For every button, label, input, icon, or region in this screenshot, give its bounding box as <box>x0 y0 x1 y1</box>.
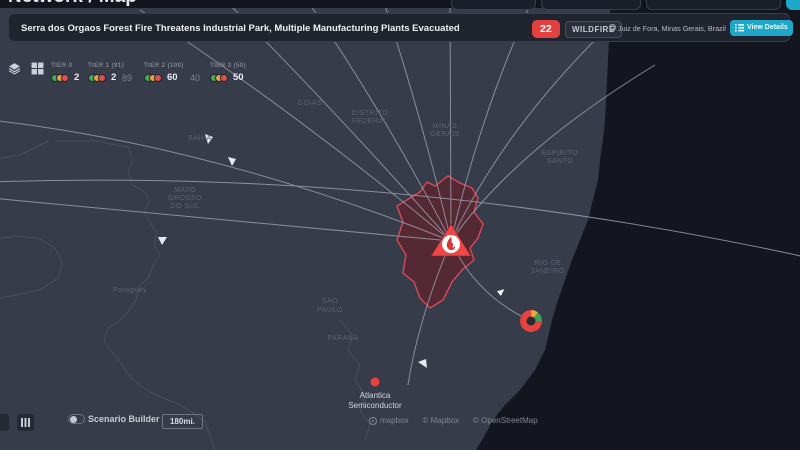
svg-text:DISTRITO: DISTRITO <box>352 110 389 117</box>
svg-text:SAO: SAO <box>322 298 338 305</box>
svg-text:Semiconductor: Semiconductor <box>348 401 402 410</box>
svg-text:PARANA: PARANA <box>327 335 358 342</box>
svg-text:Atlantica: Atlantica <box>360 391 391 400</box>
svg-text:MINAS: MINAS <box>433 123 458 130</box>
svg-text:MATO: MATO <box>174 187 196 194</box>
svg-text:DO SUL: DO SUL <box>170 203 199 210</box>
svg-text:FEDERAL: FEDERAL <box>352 118 388 125</box>
svg-text:GERAIS: GERAIS <box>430 131 459 138</box>
svg-text:JANEIRO: JANEIRO <box>531 268 565 275</box>
svg-text:PAULO: PAULO <box>317 307 343 314</box>
svg-text:BAHIA: BAHIA <box>188 135 212 142</box>
svg-text:SANTO: SANTO <box>547 158 574 165</box>
svg-text:ESPIRITO: ESPIRITO <box>542 150 579 157</box>
svg-text:GOIAS: GOIAS <box>298 100 323 107</box>
svg-text:Paraguay: Paraguay <box>113 287 147 294</box>
svg-text:GROSSO: GROSSO <box>168 195 202 202</box>
svg-text:RIO DE: RIO DE <box>534 260 561 267</box>
